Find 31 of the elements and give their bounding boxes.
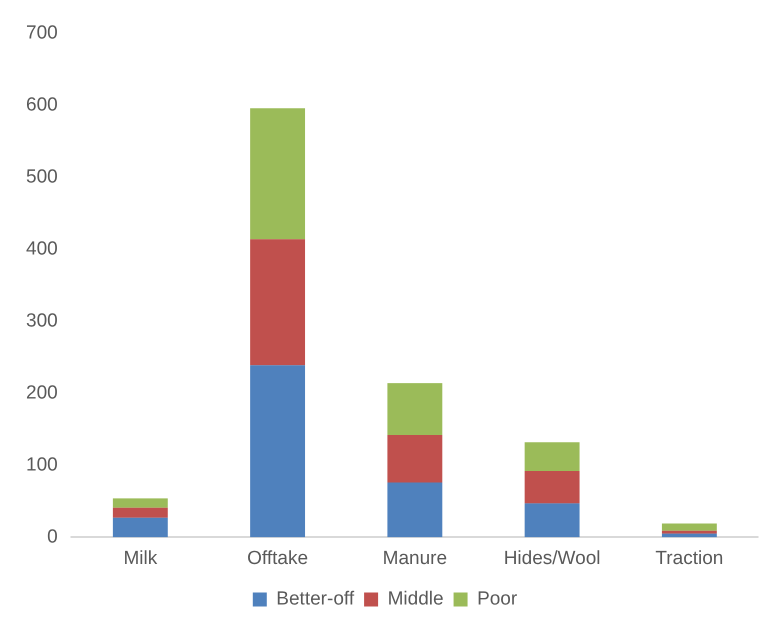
legend-label: Poor <box>477 588 518 610</box>
x-tick-label: Offtake <box>247 548 308 569</box>
x-tick-label: Hides/Wool <box>504 548 601 569</box>
bar <box>387 383 442 435</box>
bar <box>387 482 442 538</box>
legend-label: Better-off <box>276 588 355 610</box>
y-tick-label: 0 <box>47 526 58 548</box>
bar <box>112 508 168 518</box>
y-tick-label: 300 <box>26 310 58 332</box>
bar <box>524 442 580 471</box>
bar <box>250 239 306 366</box>
x-tick-label: Milk <box>123 548 158 569</box>
bar <box>662 524 717 531</box>
y-tick-label: 500 <box>26 166 58 188</box>
y-tick-label: 200 <box>26 382 58 404</box>
y-tick-label: 400 <box>26 238 58 260</box>
bar <box>662 530 717 534</box>
bar <box>662 534 717 538</box>
bar <box>250 365 306 538</box>
bar <box>112 498 168 508</box>
bar <box>524 503 580 538</box>
x-tick-label: Traction <box>655 548 724 569</box>
bar <box>387 435 442 482</box>
legend-label: Middle <box>388 588 444 610</box>
y-tick-label: 600 <box>26 94 58 116</box>
bar <box>112 518 168 538</box>
bar <box>524 470 580 504</box>
y-tick-label: 100 <box>26 454 58 476</box>
x-tick-label: Manure <box>382 548 448 569</box>
y-tick-label: 700 <box>26 22 58 44</box>
bar <box>250 108 306 240</box>
